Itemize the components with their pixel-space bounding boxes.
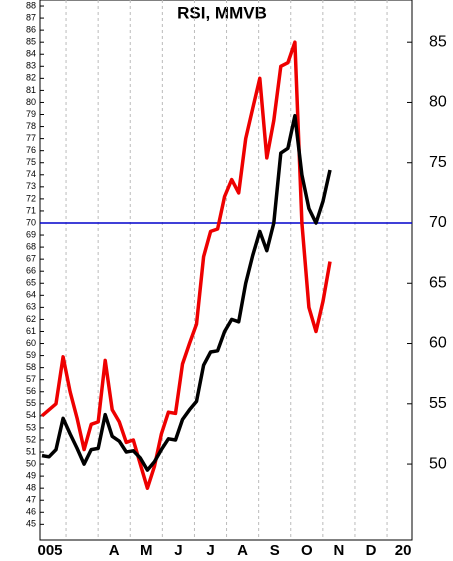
y-tick-label: 84 — [26, 49, 36, 59]
y-tick-label: 63 — [26, 302, 36, 312]
x-tick-label: A — [109, 542, 120, 559]
y-tick-label: 73 — [26, 181, 36, 191]
y2-tick-label: 50 — [429, 455, 447, 472]
y-tick-label: 64 — [26, 290, 36, 300]
y-tick-label: 80 — [26, 97, 36, 107]
y-tick-label: 58 — [26, 362, 36, 372]
series-line — [41, 113, 332, 472]
y-tick-label: 59 — [26, 350, 36, 360]
y-tick-label: 53 — [26, 422, 36, 432]
y-tick-label: 71 — [26, 205, 36, 215]
x-tick-label: N — [333, 542, 344, 559]
y-tick-label: 51 — [26, 446, 36, 456]
y-tick-label: 50 — [26, 458, 36, 468]
y-tick-label: 85 — [26, 37, 36, 47]
y-tick-label: 48 — [26, 483, 36, 493]
series-line — [40, 40, 332, 490]
y2-tick-label: 70 — [429, 214, 447, 231]
y-tick-label: 49 — [26, 470, 36, 480]
y-tick-label: 60 — [26, 338, 36, 348]
y-tick-label: 88 — [26, 0, 36, 10]
y-tick-label: 68 — [26, 241, 36, 251]
y-tick-label: 77 — [26, 133, 36, 143]
y-tick-label: 75 — [26, 157, 36, 167]
x-tick-label: S — [270, 542, 280, 559]
chart-title: RSI, MMVB — [177, 3, 267, 22]
y-tick-label: 76 — [26, 145, 36, 155]
x-tick-label: D — [366, 542, 377, 559]
y-tick-label: 46 — [26, 507, 36, 517]
y-tick-label: 47 — [26, 495, 36, 505]
y-tick-label: 62 — [26, 314, 36, 324]
plot-frame — [39, 0, 413, 541]
x-tick-label: O — [301, 542, 313, 559]
y-tick-label: 79 — [26, 109, 36, 119]
y-tick-label: 52 — [26, 434, 36, 444]
y-tick-label: 86 — [26, 25, 36, 35]
y2-tick-label: 60 — [429, 335, 447, 352]
x-tick-label: 20 — [395, 542, 412, 559]
y-tick-label: 82 — [26, 73, 36, 83]
y2-tick-label: 65 — [429, 274, 447, 291]
y-tick-label: 56 — [26, 386, 36, 396]
x-tick-label: J — [174, 542, 182, 559]
y-tick-label: 45 — [26, 519, 36, 529]
y-tick-label: 66 — [26, 266, 36, 276]
y-tick-label: 87 — [26, 12, 36, 22]
y-tick-label: 70 — [26, 217, 36, 227]
y-tick-label: 74 — [26, 169, 36, 179]
y-tick-label: 83 — [26, 61, 36, 71]
y2-tick-label: 80 — [429, 94, 447, 111]
y-tick-label: 61 — [26, 326, 36, 336]
y-tick-label: 54 — [26, 410, 36, 420]
x-tick-label: M — [140, 542, 153, 559]
y-tick-label: 81 — [26, 85, 36, 95]
x-tick-label: J — [206, 542, 214, 559]
y-tick-label: 57 — [26, 374, 36, 384]
x-tick-label: A — [237, 542, 248, 559]
y2-tick-label: 85 — [429, 33, 447, 50]
y-tick-label: 72 — [26, 193, 36, 203]
y-tick-label: 55 — [26, 398, 36, 408]
y-tick-label: 65 — [26, 278, 36, 288]
y2-tick-label: 55 — [429, 395, 447, 412]
y-tick-label: 67 — [26, 254, 36, 264]
y-tick-label: 69 — [26, 229, 36, 239]
y-tick-label: 78 — [26, 121, 36, 131]
y2-tick-label: 75 — [429, 154, 447, 171]
x-tick-label: 005 — [37, 542, 62, 559]
